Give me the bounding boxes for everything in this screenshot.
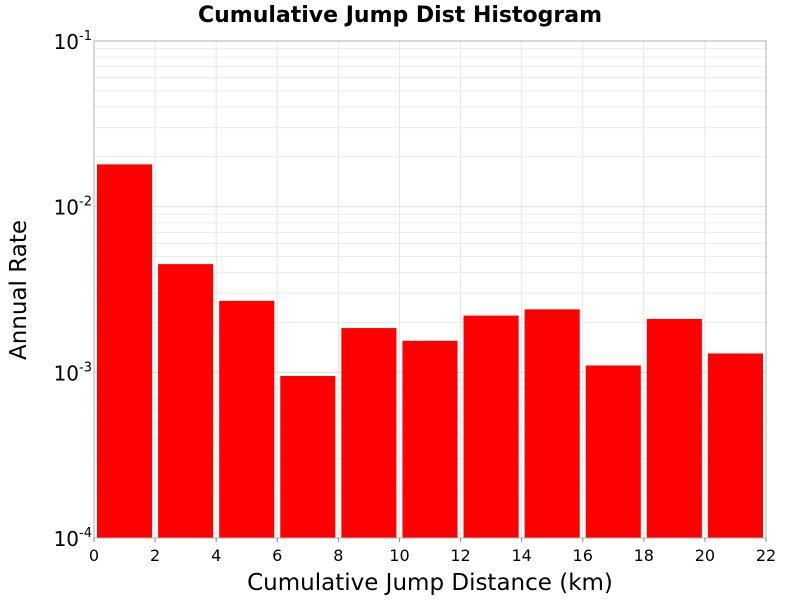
- x-tick-label: 2: [150, 546, 160, 565]
- bar: [280, 376, 336, 538]
- bar: [646, 318, 702, 538]
- chart-title: Cumulative Jump Dist Histogram: [198, 3, 602, 28]
- x-tick-label: 10: [389, 546, 409, 565]
- bar: [585, 365, 641, 538]
- bar: [158, 264, 214, 538]
- bar: [707, 353, 763, 538]
- bar: [463, 315, 519, 538]
- y-tick-label: 10-4: [54, 526, 92, 551]
- y-tick-label: 10-2: [54, 195, 92, 220]
- x-tick-label: 0: [89, 546, 99, 565]
- x-tick-label: 22: [756, 546, 776, 565]
- x-tick-label: 4: [211, 546, 221, 565]
- y-axis-label: Annual Rate: [6, 220, 32, 360]
- x-axis-label: Cumulative Jump Distance (km): [247, 570, 613, 596]
- x-tick-label: 16: [573, 546, 593, 565]
- x-tick-label: 20: [695, 546, 715, 565]
- plot-frame: [93, 40, 767, 539]
- x-ticks-layer: 0 2 4 6 8 10 12 14 16 18 20 22: [89, 538, 776, 565]
- bar: [341, 328, 397, 538]
- x-tick-label: 14: [511, 546, 531, 565]
- bar: [219, 300, 275, 538]
- bar: [97, 164, 153, 538]
- y-ticks-layer: 10-1 10-2 10-3 10-4: [54, 29, 92, 551]
- bar: [524, 309, 580, 538]
- bars-layer: [97, 164, 763, 538]
- x-tick-label: 12: [450, 546, 470, 565]
- x-tick-label: 6: [272, 546, 282, 565]
- x-tick-label: 8: [333, 546, 343, 565]
- y-tick-label: 10-3: [54, 360, 92, 385]
- bar: [402, 340, 458, 538]
- x-tick-label: 18: [634, 546, 654, 565]
- y-tick-label: 10-1: [54, 29, 92, 54]
